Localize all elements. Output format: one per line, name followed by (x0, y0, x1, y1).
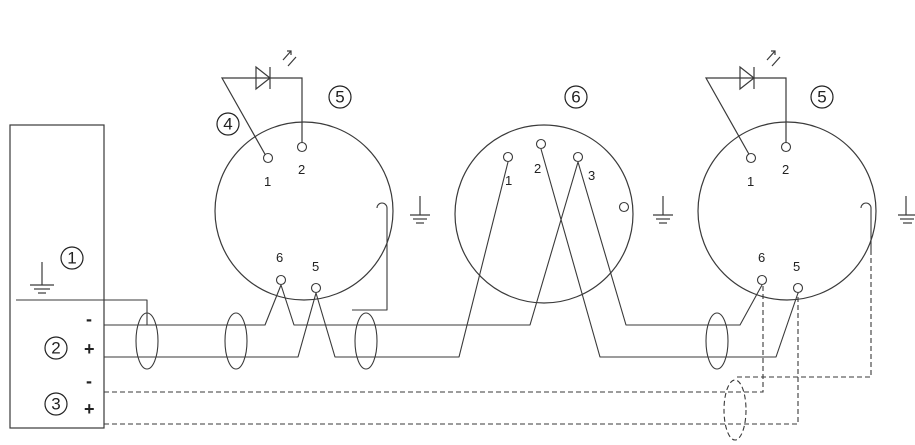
shield-stub-left (352, 202, 388, 311)
callout-3: 3 (44, 392, 68, 416)
led-icon (704, 50, 787, 157)
wire-mid-cross-a (352, 161, 579, 326)
base-middle-terminal-3 (572, 151, 584, 163)
wire-mid-cross-b (577, 161, 763, 326)
wire-minus-loop (104, 284, 282, 326)
detector-left-terminal-5 (310, 282, 322, 294)
ferrite-core-icon (224, 312, 248, 370)
wire-mid-cross-c (540, 148, 799, 358)
ferrite-core-icon (354, 312, 378, 370)
shield-stub-right-dashed (735, 250, 872, 378)
callout-6-number: 6 (571, 88, 580, 107)
detector-left-label-6: 6 (276, 250, 283, 265)
base-middle-body (454, 124, 634, 304)
detector-left-label-2: 2 (298, 162, 305, 177)
detector-right-label-5: 5 (793, 259, 800, 274)
callout-3-number: 3 (51, 395, 60, 414)
wire-left5-to-mid (315, 161, 509, 358)
base-middle-label-1: 1 (505, 173, 512, 188)
panel-plus-a: + (84, 339, 95, 359)
panel-minus-b: - (86, 371, 92, 391)
shield-stub-right (860, 202, 872, 250)
ferrite-core-icon (705, 312, 729, 370)
panel-plus-b: + (84, 399, 95, 419)
detector-left-terminal-2 (296, 141, 308, 153)
ground-icon (410, 196, 430, 224)
detector-right-body (697, 121, 877, 301)
ferrite-core-icon (135, 312, 159, 370)
led-icon (220, 50, 303, 157)
ground-icon (30, 262, 54, 294)
detector-right-terminal-1 (745, 152, 757, 164)
detector-right-label-6: 6 (758, 250, 765, 265)
wire-dashed-minus (104, 285, 764, 393)
callout-1-number: 1 (67, 249, 76, 268)
wire-plus-loop (104, 292, 317, 358)
detector-left-terminal-1 (262, 152, 274, 164)
callout-5-right-number: 5 (817, 88, 826, 107)
wire-left6-to-mid (280, 284, 352, 326)
callout-5-left: 5 (328, 85, 352, 109)
callout-1: 1 (60, 246, 84, 270)
callout-2: 2 (44, 336, 68, 360)
callout-4: 4 (216, 112, 240, 136)
callout-2-number: 2 (51, 339, 60, 358)
callout-5-right: 5 (810, 85, 834, 109)
callout-4-number: 4 (223, 115, 232, 134)
ground-icon (653, 196, 673, 224)
detector-right-label-1: 1 (747, 174, 754, 189)
base-middle-terminal-shield (618, 201, 630, 213)
base-middle-terminal-1 (502, 151, 514, 163)
control-panel-box (9, 124, 105, 429)
base-middle-label-3: 3 (588, 168, 595, 183)
wire-shield-panel (16, 299, 148, 325)
ground-icon (898, 196, 915, 224)
base-middle-terminal-2 (535, 138, 547, 150)
callout-5-left-number: 5 (335, 88, 344, 107)
detector-left-terminal-6 (275, 274, 287, 286)
base-middle-label-2: 2 (534, 161, 541, 176)
ferrite-core-icon-dashed (723, 379, 747, 441)
detector-right-terminal-5 (792, 282, 804, 294)
wire-dashed-plus (104, 293, 799, 425)
detector-right-terminal-2 (780, 141, 792, 153)
detector-right-terminal-6 (756, 274, 768, 286)
callout-6: 6 (564, 85, 588, 109)
detector-left-label-1: 1 (264, 174, 271, 189)
panel-minus-a: - (86, 309, 92, 329)
detector-right-label-2: 2 (782, 162, 789, 177)
detector-left-body (214, 121, 394, 301)
detector-left-label-5: 5 (312, 259, 319, 274)
